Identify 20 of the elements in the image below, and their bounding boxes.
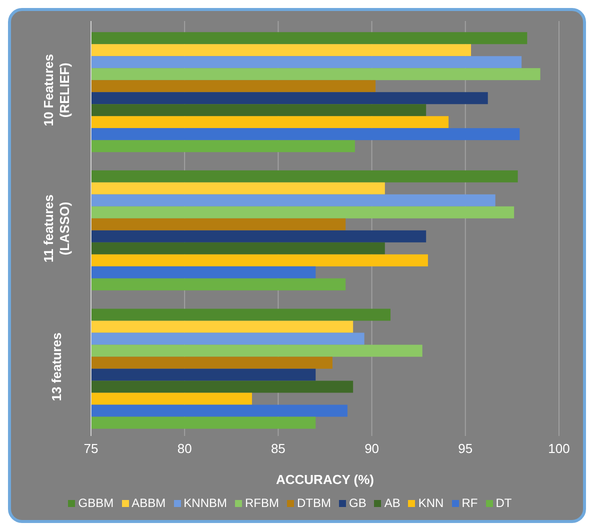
x-tick-label: 75 (84, 441, 98, 456)
y-tick-label: 10 Features (RELIEF) (41, 54, 72, 126)
legend-label: KNNBM (182, 496, 227, 510)
legend-label: GBBM (77, 496, 114, 510)
legend-label: DTBM (296, 496, 331, 510)
legend-label: AB (383, 496, 400, 510)
legend-label: RF (460, 496, 478, 510)
x-tick-label: 100 (548, 441, 570, 456)
x-tick-label: 85 (270, 441, 286, 456)
legend-label: ABBM (130, 496, 166, 510)
x-tick-label: 95 (458, 441, 473, 456)
legend-label: DT (494, 496, 512, 510)
y-tick-label: 11 features (LASSO) (41, 194, 72, 262)
y-tick-label: 13 features (49, 332, 64, 402)
x-tick-label: 80 (177, 441, 192, 456)
x-tick-label: 90 (364, 441, 380, 456)
legend-label: GB (348, 496, 366, 510)
legend-label: RFBM (244, 496, 279, 510)
legend-label: KNN (417, 496, 444, 510)
x-axis-title: ACCURACY (%) (276, 472, 374, 487)
